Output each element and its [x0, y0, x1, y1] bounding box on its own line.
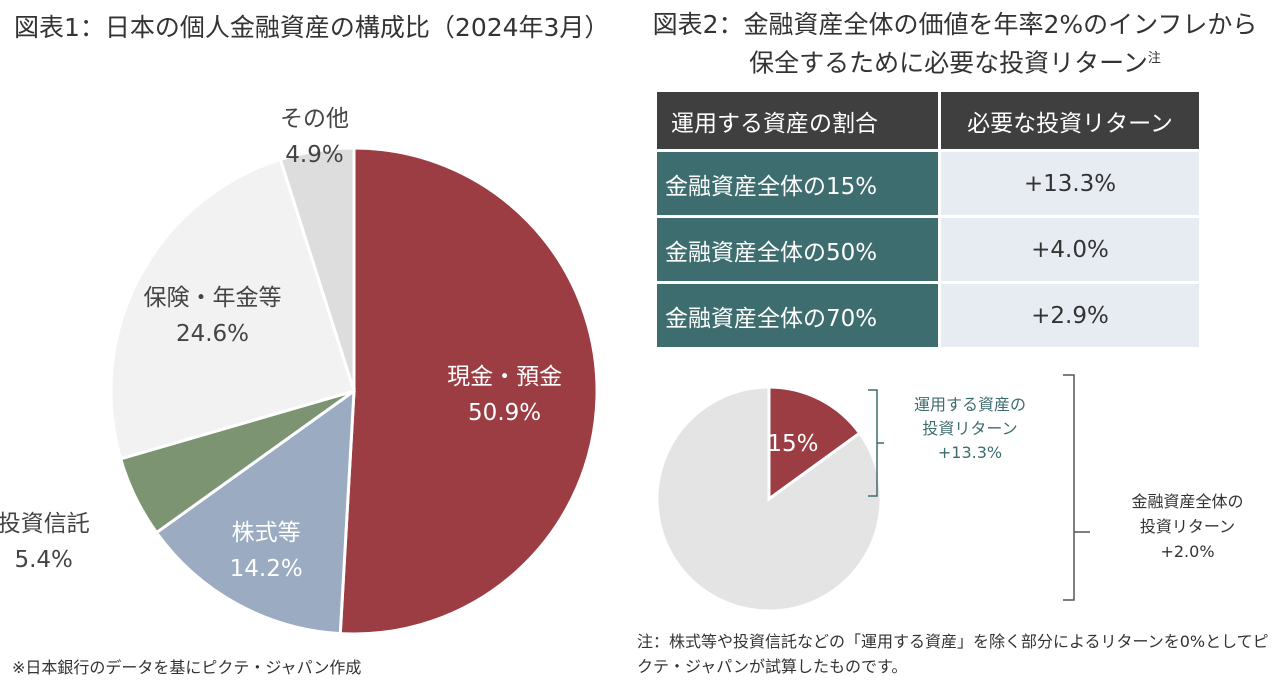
pie-slice-1: [154, 387, 356, 636]
table-cell-value: +13.3%: [941, 152, 1199, 218]
table-row: 金融資産全体の70% +2.9%: [657, 284, 1199, 350]
pie-chart-invested-share: 15%: [655, 374, 1090, 610]
pie-slice-0: [338, 146, 599, 636]
table-cell-value: +2.9%: [941, 284, 1199, 350]
annotation-invested-line3: +13.3%: [937, 443, 1003, 462]
pie-label-category: 保険・年金等: [143, 284, 282, 311]
chart2-title-line1: 図表2：金融資産全体の価値を年率2%のインフレから: [652, 10, 1258, 39]
annotation-invested-return: 運用する資産の 投資リターン +13.3%: [890, 393, 1050, 465]
pie-label-1: 株式等 14.2%: [230, 515, 303, 587]
pie-label-category: 現金・預金: [447, 364, 563, 391]
required-return-table: 運用する資産の割合 必要な投資リターン 金融資産全体の15% +13.3% 金融…: [657, 92, 1199, 350]
table-header-row: 運用する資産の割合 必要な投資リターン: [657, 92, 1199, 152]
table-cell-label: 金融資産全体の15%: [657, 152, 941, 218]
annotation-total-return: 金融資産全体の 投資リターン +2.0%: [1100, 489, 1275, 564]
table-cell-value: +4.0%: [941, 218, 1199, 284]
table-row: 金融資産全体の15% +13.3%: [657, 152, 1199, 218]
chart2-title-line2: 保全するために必要な投資リターン: [749, 48, 1148, 78]
annotation-total-line3: +2.0%: [1160, 542, 1215, 561]
table-cell-label: 金融資産全体の50%: [657, 218, 941, 284]
pie-label-2: 投資信託 5.4%: [0, 506, 90, 578]
annotation-total-line2: 投資リターン: [1139, 517, 1236, 536]
chart2-title: 図表2：金融資産全体の価値を年率2%のインフレから 保全するために必要な投資リタ…: [640, 8, 1270, 80]
table-row: 金融資産全体の50% +4.0%: [657, 218, 1199, 284]
table-cell-label: 金融資産全体の70%: [657, 284, 941, 350]
pie-label-value: 4.9%: [285, 141, 344, 168]
chart1-footnote: ※日本銀行のデータを基にピクテ・ジャパン作成: [12, 658, 362, 677]
small-pie-slice-1: [655, 385, 883, 610]
pie-label-value: 5.4%: [14, 546, 73, 573]
pie-chart-asset-composition: [109, 146, 599, 636]
pie-label-category: 投資信託: [0, 510, 90, 537]
small-pie-slice-0: [767, 385, 862, 502]
pie-label-4: その他 4.9%: [280, 101, 349, 173]
chart2-title-line2-wrap: 保全するために必要な投資リターン注: [640, 42, 1270, 80]
chart2-title-note-mark: 注: [1147, 51, 1161, 66]
bracket-invested: [868, 389, 884, 497]
pie-label-3: 保険・年金等 24.6%: [144, 280, 282, 352]
annotation-invested-line1: 運用する資産の: [913, 395, 1026, 414]
annotation-total-line1: 金融資産全体の: [1131, 492, 1244, 511]
pie-label-value: 50.9%: [468, 400, 542, 427]
pie-slice-4: [278, 146, 356, 392]
table-header-allocation: 運用する資産の割合: [657, 92, 941, 152]
pie-slice-3: [109, 157, 356, 461]
pie-label-value: 14.2%: [229, 555, 303, 582]
chart1-title: 図表1：日本の個人金融資産の構成比（2024年3月）: [14, 13, 610, 42]
pie-label-0: 現金・預金 50.9%: [447, 359, 562, 431]
small-pie-value-label: 15%: [767, 431, 818, 457]
table-header-return: 必要な投資リターン: [941, 92, 1199, 152]
pie-label-category: 株式等: [231, 519, 301, 546]
bracket-total: [1063, 374, 1090, 601]
pie-label-value: 24.6%: [175, 320, 250, 347]
chart2-note: 注：株式等や投資信託などの「運用する資産」を除く部分によるリターンを0%としてピ…: [637, 632, 1269, 676]
annotation-invested-line2: 投資リターン: [922, 419, 1018, 438]
pie-label-category: その他: [280, 105, 349, 132]
